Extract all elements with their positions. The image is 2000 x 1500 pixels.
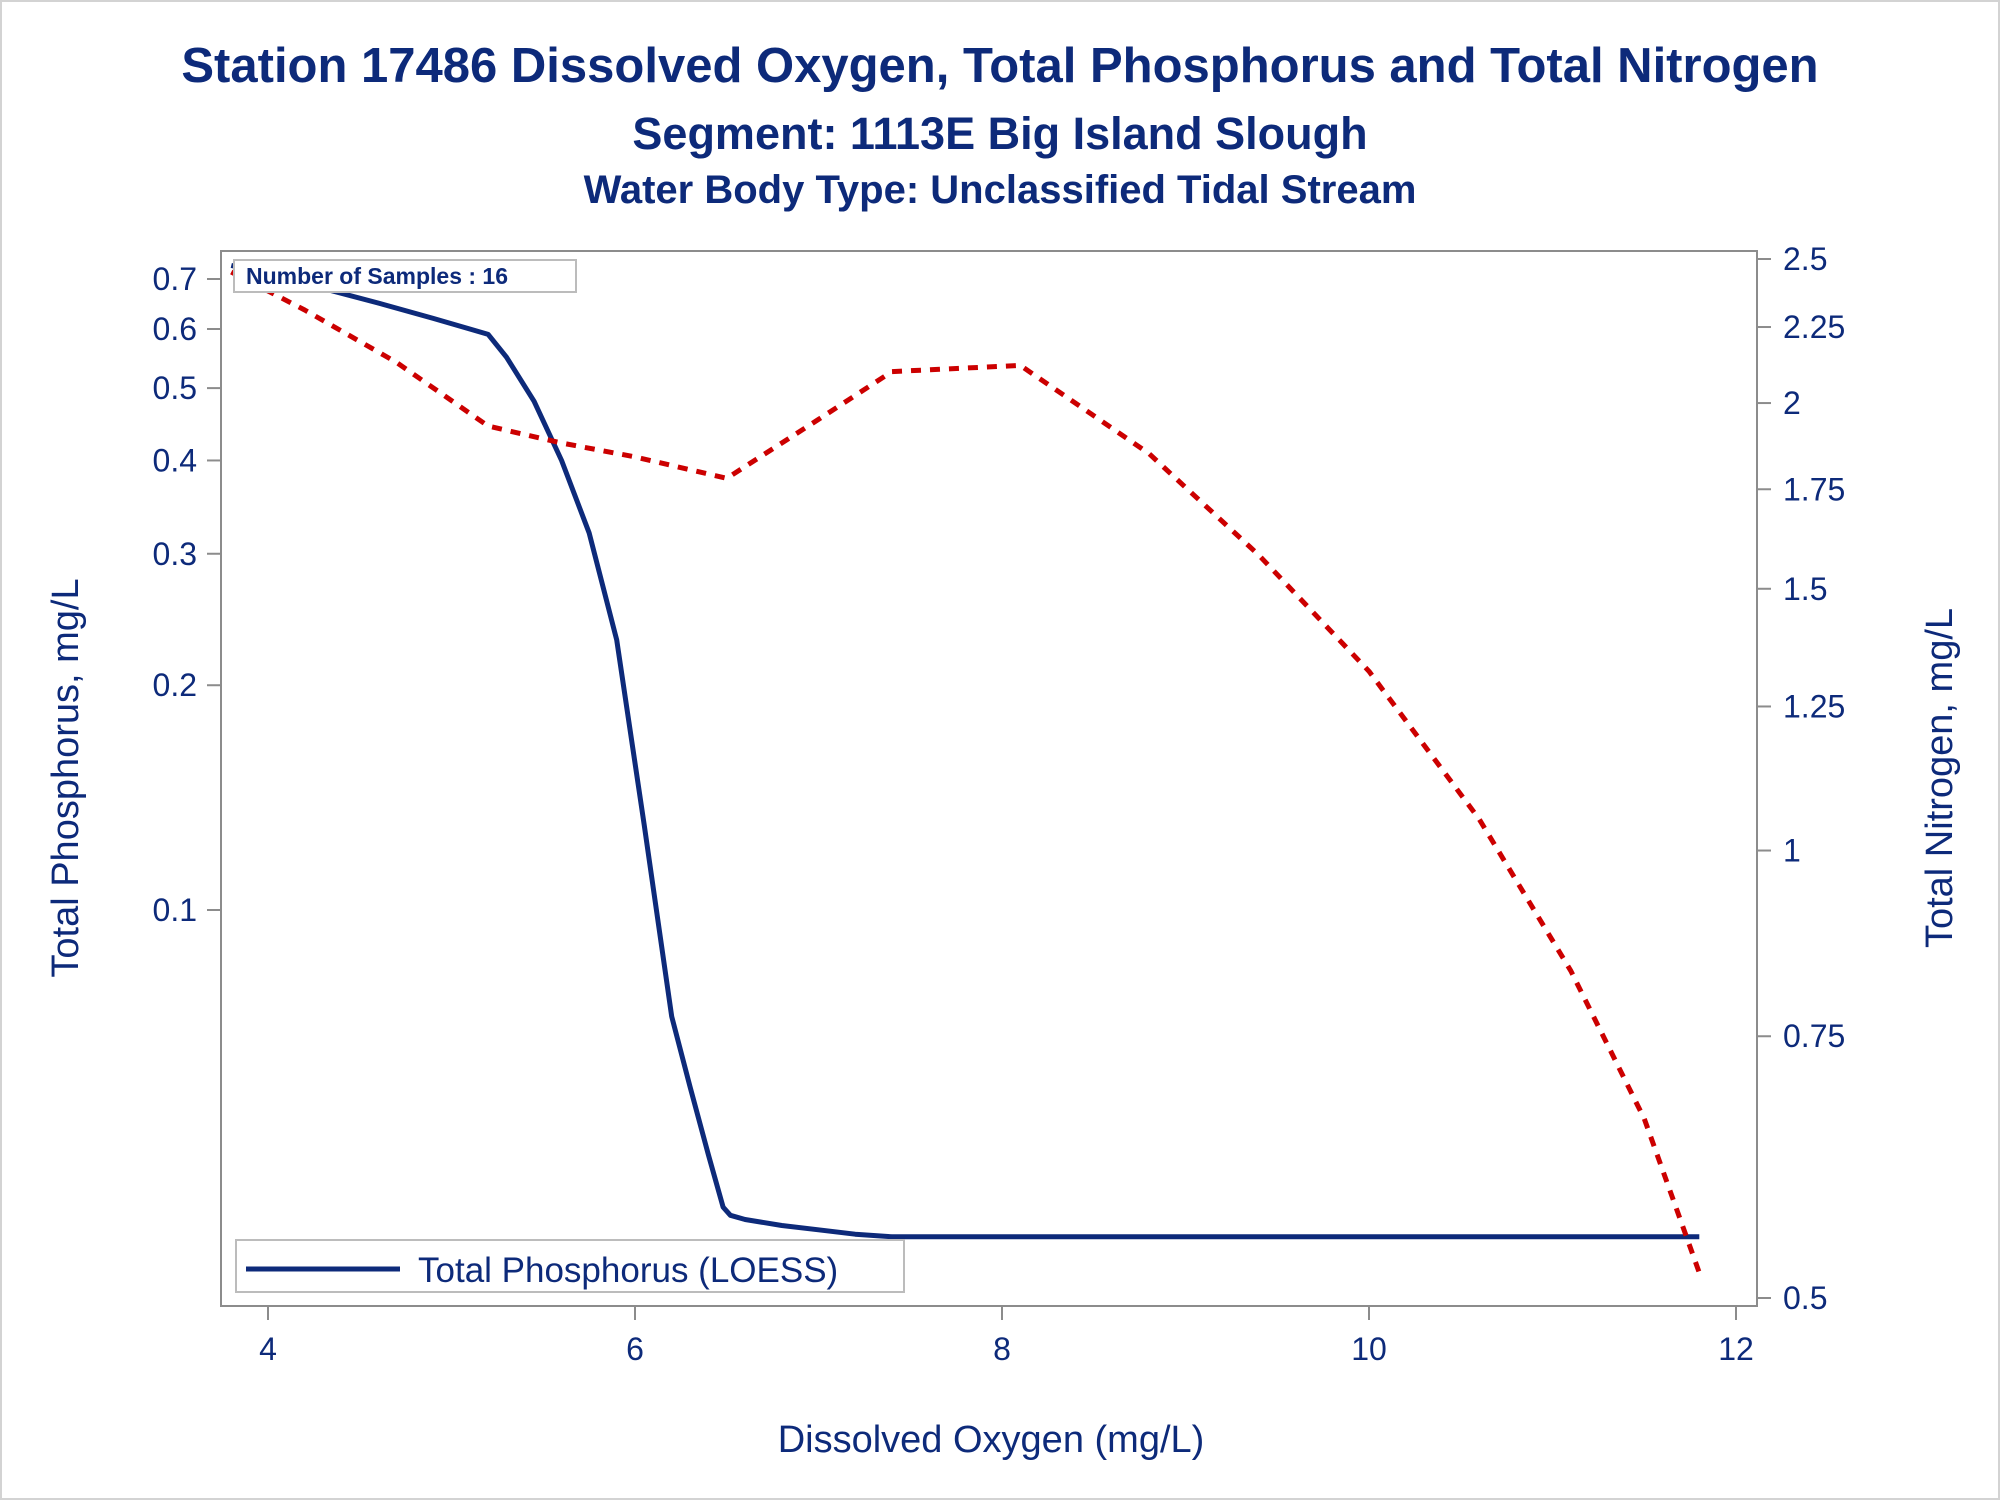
y-left-tick-label: 0.1	[153, 892, 197, 928]
y-right-tick-label: 2.5	[1783, 241, 1827, 277]
y-left-tick-label: 0.7	[153, 261, 197, 297]
legend-label-total-phosphorus: Total Phosphorus (LOESS)	[418, 1251, 838, 1290]
y-right-tick-label: 0.5	[1783, 1280, 1827, 1316]
y-left-tick-label: 0.2	[153, 667, 197, 703]
y-right-tick-label: 1.5	[1783, 571, 1827, 607]
y-right-tick-label: 0.75	[1783, 1018, 1845, 1054]
plot-area	[220, 250, 1758, 1307]
y-right-tick-label: 1	[1783, 833, 1801, 869]
sample-count-label: Number of Samples : 16	[246, 263, 508, 289]
total-phosphorus-line	[230, 262, 1700, 1240]
y-axis-right: 0.5 0.75 1 1.25 1.5 1.75 2 2.25 2.5	[1757, 241, 1845, 1316]
y-right-tick-label: 1.25	[1783, 688, 1845, 724]
x-axis: 4 6 8 10 12	[259, 1306, 1754, 1367]
y-left-tick-label: 0.3	[153, 536, 197, 572]
y-left-tick-label: 0.5	[153, 370, 197, 406]
x-tick-label: 10	[1351, 1331, 1387, 1367]
series-layer	[230, 262, 1702, 1274]
sample-count-box: Number of Samples : 16	[233, 259, 577, 293]
chart-subtitle: Segment: 1113E Big Island Slough	[632, 108, 1368, 159]
chart-title: Station 17486 Dissolved Oxygen, Total Ph…	[181, 39, 1819, 93]
y-axis-left: 0.1 0.2 0.3 0.4 0.5 0.6 0.7	[153, 261, 221, 928]
y-axis-right-title: Total Nitrogen, mg/L	[1919, 608, 1961, 948]
x-tick-label: 12	[1718, 1331, 1754, 1367]
x-tick-label: 6	[626, 1331, 644, 1367]
y-axis-left-title: Total Phosphorus, mg/L	[45, 578, 87, 977]
legend: Total Phosphorus (LOESS)	[235, 1239, 905, 1293]
x-tick-label: 4	[259, 1331, 277, 1367]
y-left-tick-label: 0.6	[153, 311, 197, 347]
x-tick-label: 8	[993, 1331, 1011, 1367]
x-axis-title: Dissolved Oxygen (mg/L)	[778, 1419, 1205, 1461]
y-right-tick-label: 1.75	[1783, 471, 1845, 507]
y-right-tick-label: 2	[1783, 385, 1801, 421]
y-left-tick-label: 0.4	[153, 442, 197, 478]
total-nitrogen-line	[230, 269, 1702, 1274]
y-right-tick-label: 2.25	[1783, 309, 1845, 345]
chart-subtitle-2: Water Body Type: Unclassified Tidal Stre…	[583, 168, 1417, 212]
